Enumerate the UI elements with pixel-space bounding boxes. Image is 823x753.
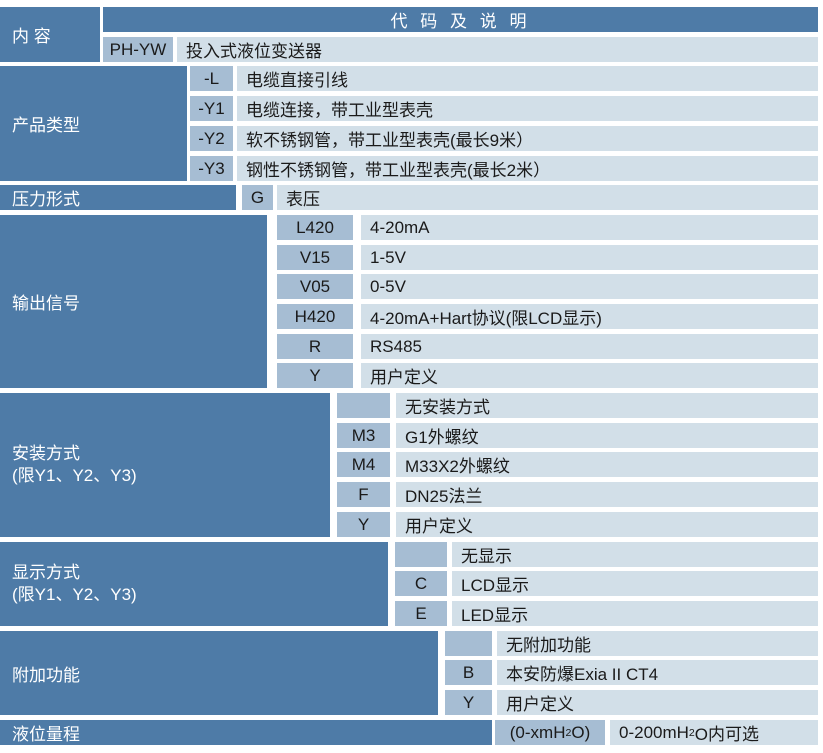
code-cell: C <box>395 571 447 596</box>
code-cell: F <box>337 482 390 507</box>
desc-cell: 钢性不锈钢管，带工业型表壳(最长2米） <box>237 156 818 181</box>
range-desc-subscript: 2 <box>688 726 695 739</box>
header-cell-content: 内 容 <box>0 7 100 62</box>
code-cell <box>395 542 447 567</box>
code-cell: R <box>277 334 353 359</box>
code-cell-level-range: (0-xmH 2 O) <box>495 720 605 745</box>
code-cell: M4 <box>337 452 390 477</box>
desc-cell: 用户定义 <box>361 363 818 388</box>
section-label-pressure-form: 压力形式 <box>0 185 236 210</box>
range-code-text: (0-xmH <box>509 722 566 742</box>
header-code-description-label: 代 码 及 说 明 <box>390 12 531 31</box>
range-code-subscript: 2 <box>565 726 572 739</box>
desc-cell: 无附加功能 <box>497 631 818 656</box>
code-cell: B <box>445 660 492 685</box>
section-label-display: 显示方式 (限Y1、Y2、Y3) <box>0 542 388 626</box>
desc-cell: LED显示 <box>452 601 818 626</box>
desc-cell: 无显示 <box>452 542 818 567</box>
code-cell: Y <box>337 512 390 537</box>
section-label-product-type: 产品类型 <box>0 66 187 181</box>
header-content-label: 内 容 <box>12 27 51 46</box>
code-cell: E <box>395 601 447 626</box>
desc-cell: 本安防爆Exia II CT4 <box>497 660 818 685</box>
code-cell: Y <box>277 363 353 388</box>
desc-cell: 用户定义 <box>497 690 818 715</box>
desc-cell: 无安装方式 <box>396 393 818 418</box>
section-label-mounting: 安装方式 (限Y1、Y2、Y3) <box>0 393 330 537</box>
desc-cell: 4-20mA+Hart协议(限LCD显示) <box>361 304 818 329</box>
desc-cell-level-range: 0-200mH 2 O内可选 <box>610 720 818 745</box>
desc-cell: 表压 <box>277 185 818 210</box>
desc-cell: G1外螺纹 <box>396 423 818 448</box>
desc-cell: 软不锈钢管，带工业型表壳(最长9米） <box>237 126 818 151</box>
section-label-text: 附加功能 <box>12 665 80 685</box>
code-cell: -L <box>190 66 233 91</box>
desc-cell: 4-20mA <box>361 215 818 240</box>
code-cell: PH-YW <box>103 37 173 62</box>
range-desc-text: 0-200mH <box>619 722 689 742</box>
desc-cell: 0-5V <box>361 274 818 299</box>
code-cell: H420 <box>277 304 353 329</box>
desc-cell: 1-5V <box>361 245 818 270</box>
desc-cell: M33X2外螺纹 <box>396 452 818 477</box>
code-cell: L420 <box>277 215 353 240</box>
range-code-text: O) <box>571 722 591 742</box>
desc-cell: LCD显示 <box>452 571 818 596</box>
range-desc-text: O内可选 <box>694 725 760 744</box>
desc-cell: DN25法兰 <box>396 482 818 507</box>
section-label-note: (限Y1、Y2、Y3) <box>12 466 137 485</box>
section-label-level-range: 液位量程 <box>0 720 492 745</box>
code-cell: -Y1 <box>190 96 233 121</box>
code-cell: -Y3 <box>190 156 233 181</box>
section-label-additional: 附加功能 <box>0 631 438 715</box>
section-label-text: 显示方式 <box>12 562 80 582</box>
section-label-text: 压力形式 <box>12 190 80 209</box>
header-cell-code-and-description: 代 码 及 说 明 <box>103 7 818 32</box>
desc-cell: 电缆直接引线 <box>237 66 818 91</box>
section-label-text: 产品类型 <box>12 116 80 135</box>
code-cell: V15 <box>277 245 353 270</box>
section-label-text: 输出信号 <box>12 294 80 313</box>
desc-cell: 投入式液位变送器 <box>177 37 818 62</box>
section-label-text: 液位量程 <box>12 725 80 744</box>
code-cell: V05 <box>277 274 353 299</box>
desc-cell: 用户定义 <box>396 512 818 537</box>
desc-cell: 电缆连接，带工业型表壳 <box>237 96 818 121</box>
code-cell: M3 <box>337 423 390 448</box>
code-cell: G <box>242 185 273 210</box>
section-label-note: (限Y1、Y2、Y3) <box>12 585 137 604</box>
section-label-output-signal: 输出信号 <box>0 215 267 388</box>
code-cell <box>337 393 390 418</box>
desc-cell: RS485 <box>361 334 818 359</box>
code-cell: -Y2 <box>190 126 233 151</box>
code-cell <box>445 631 492 656</box>
code-cell: Y <box>445 690 492 715</box>
section-label-text: 安装方式 <box>12 443 80 463</box>
